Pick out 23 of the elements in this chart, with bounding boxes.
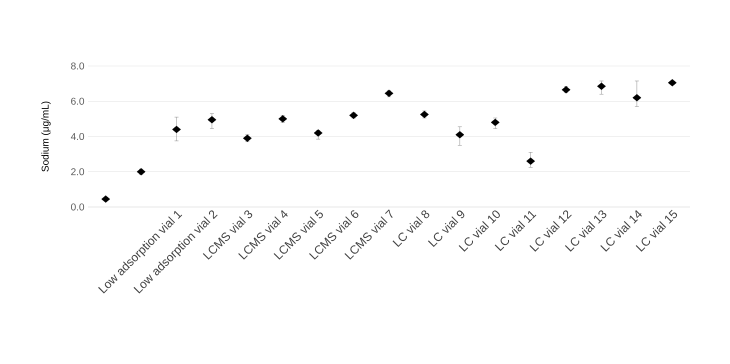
point (526, 157, 536, 165)
point (136, 168, 146, 176)
y-tick-label: 2.0 (71, 168, 84, 176)
point (349, 112, 358, 120)
point (278, 115, 288, 123)
point (562, 86, 570, 94)
point (384, 90, 394, 98)
point (420, 110, 429, 118)
y-tick-label: 6.0 (71, 98, 84, 105)
point (314, 129, 323, 137)
point (172, 126, 181, 134)
point (668, 79, 677, 86)
point (632, 94, 642, 102)
point (101, 195, 110, 203)
y-axis-title: Sodium (μg/mL) (41, 102, 51, 172)
y-tick-label: 0.0 (71, 203, 84, 211)
y-tick-label: 4.0 (70, 132, 84, 140)
y-tick-label: 8.0 (71, 62, 84, 70)
x-tick-label: LC vial 8 (392, 210, 430, 247)
point (455, 131, 464, 138)
point (208, 116, 216, 124)
point (242, 134, 252, 142)
point (490, 118, 500, 126)
